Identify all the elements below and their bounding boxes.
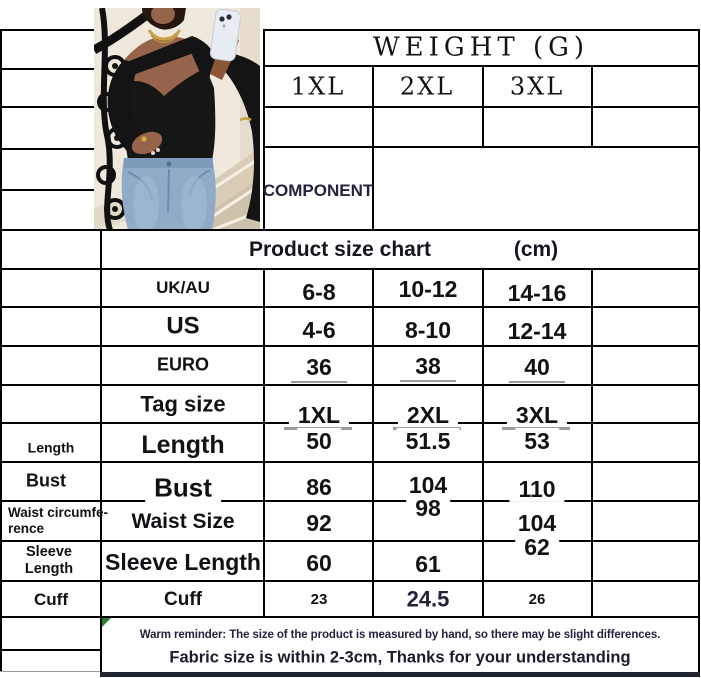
grid-line — [0, 616, 700, 618]
value-us-1xl: 4-6 — [293, 316, 345, 344]
artifact-line — [509, 381, 565, 383]
grid-line — [0, 649, 101, 651]
grid-line — [0, 306, 700, 308]
weight-size-1xl: 1XL — [290, 72, 346, 101]
value-waist-1xl: 92 — [297, 509, 341, 537]
grid-line — [263, 268, 265, 618]
value-sleeve-2xl: 61 — [406, 550, 450, 578]
row-label-waist: Waist Size — [131, 509, 235, 533]
value-cuff-1xl: 23 — [301, 591, 337, 609]
side-label-cuff: Cuff — [34, 590, 68, 610]
row-label-bust: Bust — [145, 473, 221, 503]
grid-line — [0, 268, 700, 270]
row-label-tagsize: Tag size — [140, 391, 226, 417]
value-euro-2xl: 38 — [406, 352, 450, 380]
grid-line — [0, 29, 94, 31]
grid-line — [0, 461, 700, 463]
grid-line — [372, 268, 374, 618]
grid-line — [263, 146, 700, 148]
reminder-line2: Fabric size is within 2-3cm, Thanks for … — [169, 648, 631, 667]
grid-line — [0, 422, 700, 424]
grid-line — [263, 106, 700, 108]
grid-line — [0, 148, 94, 150]
side-label-length: Length — [27, 439, 75, 456]
value-tag-1xl: 1XL — [288, 401, 350, 429]
side-label-bust: Bust — [26, 470, 66, 491]
size-chart-title: Product size chart — [248, 237, 432, 261]
grid-line — [100, 229, 102, 677]
weight-size-3xl: 3XL — [509, 72, 565, 101]
grid-line — [482, 65, 484, 148]
row-label-length: Length — [141, 430, 225, 459]
value-us-3xl: 12-14 — [498, 317, 576, 345]
grid-line — [591, 65, 593, 148]
grid-line — [0, 229, 700, 231]
value-sleeve-3xl: 62 — [515, 533, 559, 561]
reminder-line1: Warm reminder: The size of the product i… — [139, 628, 661, 641]
value-length-2xl: 51.5 — [396, 427, 460, 455]
artifact-line — [291, 381, 347, 383]
row-label-euro: EURO — [156, 354, 210, 375]
grid-line — [372, 65, 374, 231]
weight-header: WEIGHT (G) — [372, 32, 590, 63]
value-cuff-3xl: 26 — [519, 591, 555, 609]
value-waist-2xl: 98 — [406, 494, 450, 522]
value-bust-2xl: 104 — [399, 471, 457, 499]
grid-line — [263, 29, 700, 31]
reminder-banner — [102, 618, 698, 672]
grid-line — [0, 500, 700, 502]
product-photo — [94, 8, 260, 230]
row-label-ukau: UK/AU — [156, 278, 210, 298]
grid-line — [263, 29, 265, 231]
grid-line — [698, 29, 700, 677]
value-sleeve-1xl: 60 — [297, 549, 341, 577]
green-corner-marker-icon — [102, 618, 111, 627]
value-cuff-2xl: 24.5 — [397, 586, 459, 612]
grid-line — [0, 106, 94, 108]
product-photo-illustration — [94, 8, 260, 230]
grid-line — [0, 30, 2, 672]
row-label-sleeve: Sleeve Length — [105, 548, 261, 575]
grid-line — [0, 384, 700, 386]
value-ukau-3xl: 14-16 — [498, 279, 576, 307]
row-label-us: US — [166, 312, 200, 340]
value-tag-3xl: 3XL — [506, 401, 568, 429]
side-label-waist: Waist circumfe- rence — [8, 505, 109, 536]
artifact-line — [400, 380, 456, 382]
side-label-sleeve: Sleeve Length — [24, 544, 74, 577]
grid-line — [482, 268, 484, 618]
grid-line — [0, 189, 94, 191]
grid-line — [263, 65, 700, 67]
value-length-3xl: 53 — [515, 427, 559, 455]
grid-line — [0, 345, 700, 347]
value-euro-1xl: 36 — [297, 353, 341, 381]
banner-bottom-border — [100, 672, 700, 677]
size-chart-unit: (cm) — [513, 237, 559, 261]
value-us-2xl: 8-10 — [395, 316, 461, 344]
value-bust-1xl: 86 — [297, 473, 341, 501]
grid-line — [0, 540, 700, 542]
value-ukau-1xl: 6-8 — [293, 278, 345, 306]
value-waist-3xl: 104 — [508, 509, 566, 537]
component-label: COMPONENT — [262, 181, 374, 201]
value-ukau-2xl: 10-12 — [389, 275, 467, 303]
grid-line — [591, 268, 593, 618]
grid-line — [0, 68, 94, 70]
value-length-1xl: 50 — [297, 427, 341, 455]
value-euro-3xl: 40 — [515, 353, 559, 381]
weight-size-2xl: 2XL — [399, 72, 455, 101]
value-tag-2xl: 2XL — [397, 401, 459, 429]
grid-line — [0, 580, 700, 582]
row-label-cuff: Cuff — [164, 589, 202, 611]
grid-line — [0, 671, 101, 672]
value-bust-3xl: 110 — [509, 475, 565, 503]
